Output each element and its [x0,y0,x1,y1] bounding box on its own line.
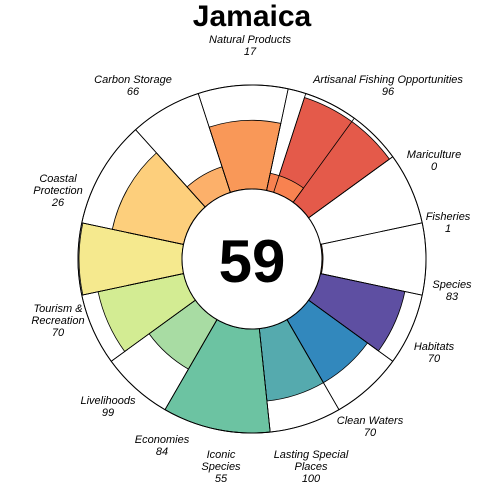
petal-label: Carbon Storage 66 [94,74,172,98]
petal-label-line: 55 [215,473,228,485]
petal-label: Fisheries 1 [426,211,471,235]
petal-label-line: 66 [127,86,140,98]
petal-label: Natural Products 17 [209,34,291,58]
petal-label: Economies 84 [135,434,190,458]
petal-label-line: 70 [52,327,65,339]
petal-label-line: Clean Waters [337,415,404,427]
petal-label-line: 84 [156,446,168,458]
outer-circle [77,84,427,434]
labels-group: Artisanal Fishing Opportunities 96 Maricul… [31,34,472,485]
petal-label-line: Artisanal Fishing Opportunities [312,74,463,86]
petal-label: Habitats 70 [414,341,455,365]
petal-label: Tourism & Recreation 70 [31,303,84,339]
petal-label-line: Iconic [207,449,236,461]
petal-label-line: 83 [446,291,459,303]
petal-label-line: 70 [364,427,377,439]
petal-label-line: Habitats [414,341,455,353]
petal-label-line: 0 [431,161,438,173]
petal-label-line: 96 [382,86,395,98]
petal-label: Species 83 [432,279,472,303]
petal-label-line: Lasting Special [274,449,349,461]
petal-label-line: Economies [135,434,190,446]
petal-label-line: Places [294,461,328,473]
petal-label-line: Coastal [39,173,77,185]
petal-label-line: 70 [428,353,441,365]
petal-label-line: Fisheries [426,211,471,223]
petal-label-line: Recreation [31,315,84,327]
petal-label: Lasting Special Places 100 [274,449,349,485]
petal-label-line: Livelihoods [80,395,136,407]
chart-title: Jamaica [193,0,312,33]
petal-label-line: 1 [445,223,451,235]
petal-label-line: Tourism & [33,303,82,315]
petal-label-line: Species [432,279,472,291]
petal-label-line: Species [201,461,241,473]
petal-label-line: 17 [244,46,257,58]
petal-label-line: Protection [33,185,83,197]
center-score: 59 [219,228,286,295]
petal-label-line: Natural Products [209,34,291,46]
petal-label: Artisanal Fishing Opportunities 96 [312,74,463,98]
petal-label-line: 99 [102,407,114,419]
petal-label: Mariculture 0 [407,149,461,173]
petal-label-line: 26 [51,197,65,209]
petal-label: Livelihoods 99 [80,395,136,419]
center-hole [181,188,323,330]
petal-label: Coastal Protection 26 [33,173,83,209]
petal-label-line: Mariculture [407,149,461,161]
petal-label: Clean Waters 70 [337,415,404,439]
petal-label-line: 100 [302,473,321,485]
petal-label: Iconic Species 55 [201,449,241,485]
petal-label-line: Carbon Storage [94,74,172,86]
